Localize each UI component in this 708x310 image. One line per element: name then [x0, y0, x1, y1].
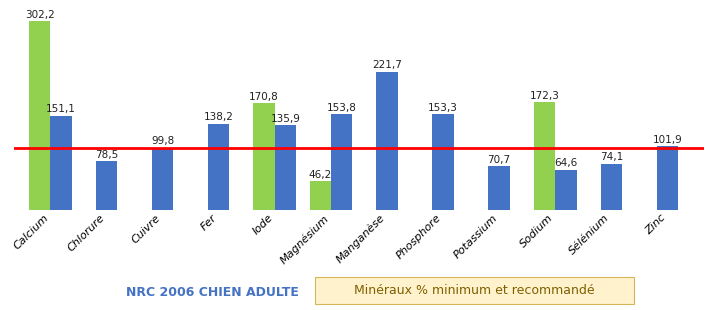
Text: 153,8: 153,8 — [326, 103, 356, 113]
Text: 153,3: 153,3 — [428, 103, 458, 113]
Text: 101,9: 101,9 — [653, 135, 683, 145]
Text: 172,3: 172,3 — [530, 91, 559, 101]
Bar — [29, 21, 50, 210]
Bar — [50, 116, 72, 210]
Text: 135,9: 135,9 — [270, 114, 300, 124]
Bar — [534, 103, 555, 210]
Text: 64,6: 64,6 — [554, 158, 578, 168]
Bar — [657, 146, 678, 210]
Text: 151,1: 151,1 — [46, 104, 76, 114]
Text: 74,1: 74,1 — [600, 153, 623, 162]
Bar — [208, 124, 229, 210]
Text: 99,8: 99,8 — [151, 136, 174, 146]
Bar — [309, 181, 331, 210]
Bar — [96, 161, 117, 210]
Bar — [489, 166, 510, 210]
Text: 221,7: 221,7 — [372, 60, 402, 70]
Bar — [433, 114, 454, 210]
Text: Minéraux % minimum et recommandé: Minéraux % minimum et recommandé — [354, 284, 595, 297]
Text: 138,2: 138,2 — [204, 113, 234, 122]
Bar — [600, 164, 622, 210]
Bar — [152, 148, 173, 210]
Bar — [555, 170, 576, 210]
Bar — [253, 104, 275, 210]
Bar — [376, 72, 398, 210]
Bar — [275, 125, 296, 210]
Text: 78,5: 78,5 — [95, 150, 118, 160]
Text: 302,2: 302,2 — [25, 10, 55, 20]
Text: 170,8: 170,8 — [249, 92, 279, 102]
Text: 46,2: 46,2 — [309, 170, 332, 180]
Text: NRC 2006 CHIEN ADULTE: NRC 2006 CHIEN ADULTE — [126, 286, 299, 299]
Bar — [331, 114, 352, 210]
Text: 70,7: 70,7 — [488, 155, 510, 165]
